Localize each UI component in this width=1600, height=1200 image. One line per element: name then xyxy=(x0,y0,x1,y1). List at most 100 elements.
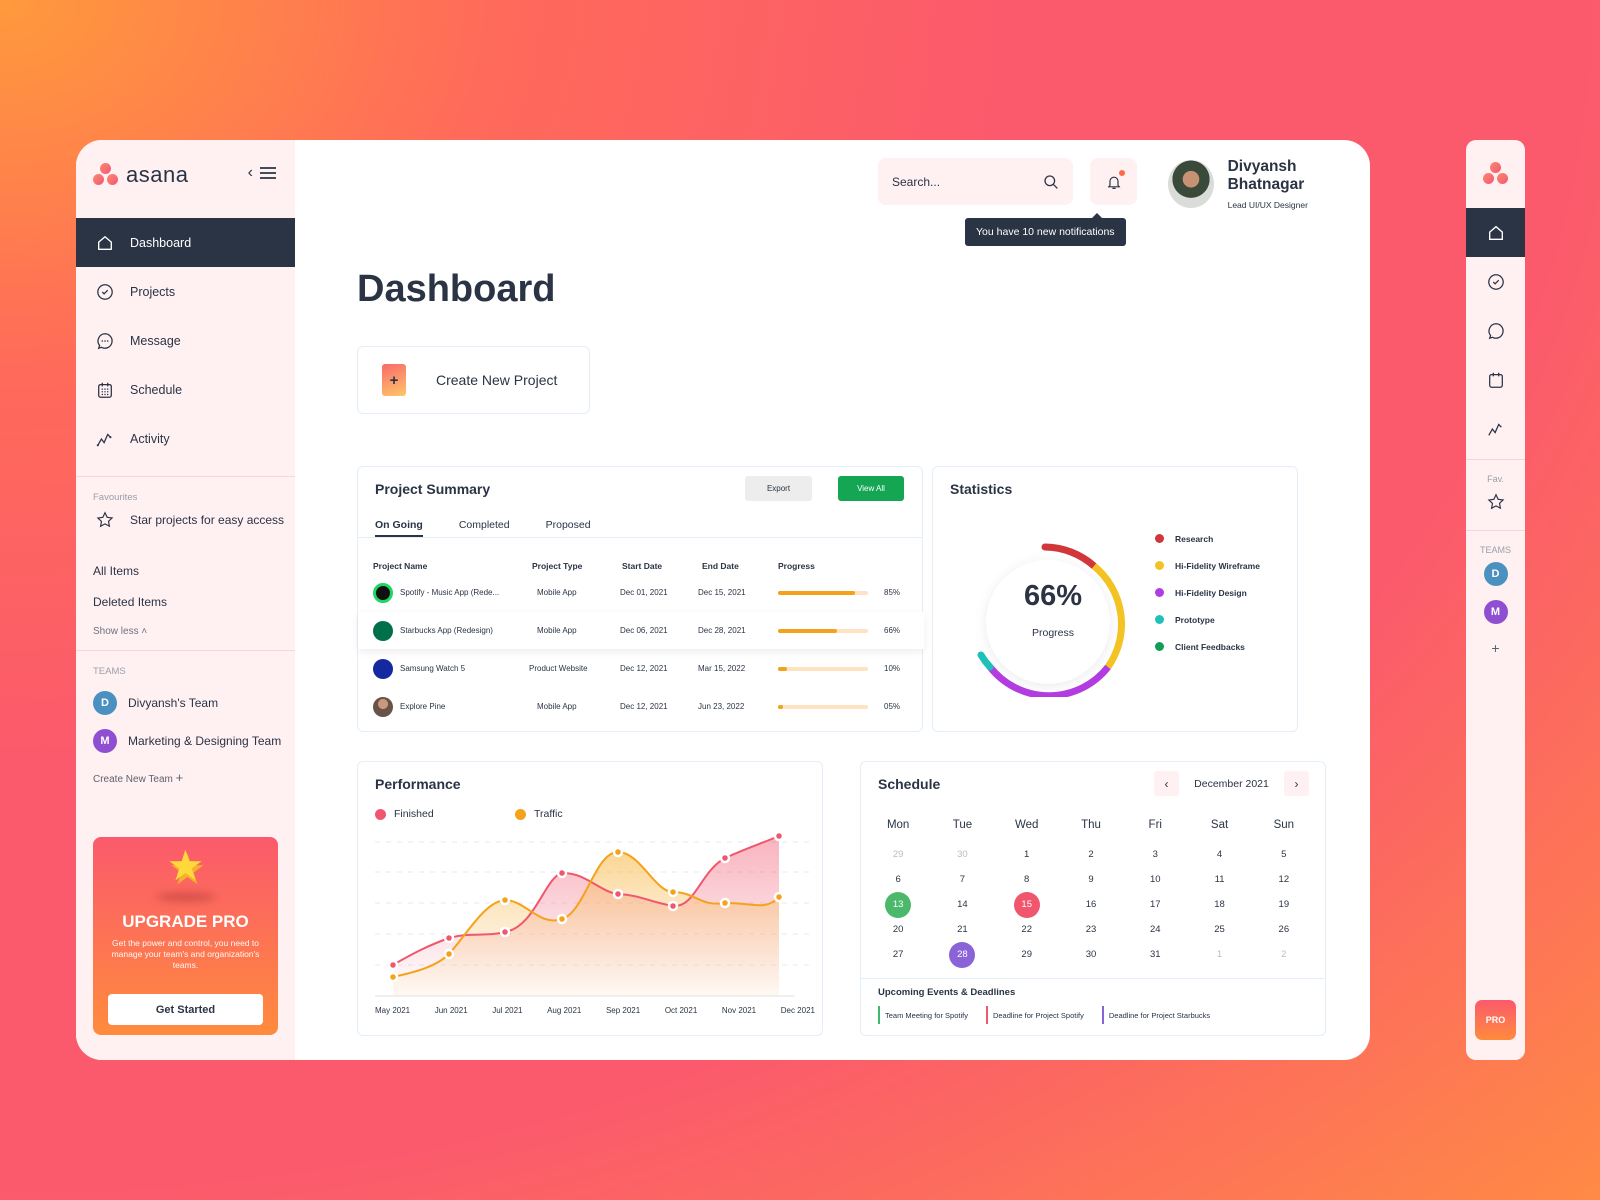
calendar-day[interactable]: 31 xyxy=(1149,949,1161,960)
calendar-day[interactable]: 25 xyxy=(1214,924,1225,935)
calendar-day-event[interactable]: 13 xyxy=(866,891,930,918)
progress-bar xyxy=(778,590,868,595)
user-profile[interactable]: Divyansh Bhatnagar Lead UI/UX Designer xyxy=(1168,158,1370,210)
team-item[interactable]: M Marketing & Designing Team xyxy=(93,729,281,753)
calendar-day[interactable]: 2 xyxy=(1281,949,1287,960)
calendar-day[interactable]: 3 xyxy=(1152,849,1158,860)
create-project-button[interactable]: + Create New Project xyxy=(357,346,590,414)
calendar-day[interactable]: 29 xyxy=(1021,949,1032,960)
add-team-plus-icon[interactable]: + xyxy=(1491,640,1500,656)
sidebar-item-projects[interactable]: Projects xyxy=(76,267,295,316)
menu-icon[interactable] xyxy=(259,166,277,180)
calendar-day-event[interactable]: 15 xyxy=(995,891,1059,918)
calendar-day[interactable]: 21 xyxy=(957,924,968,935)
asana-logo[interactable]: asana xyxy=(92,162,188,188)
show-less-toggle[interactable]: Show less ˄ xyxy=(93,626,147,637)
event-item[interactable]: Deadline for Project Starbucks xyxy=(1101,1006,1210,1024)
notification-tooltip: You have 10 new notifications xyxy=(965,213,1126,246)
mini-nav-schedule[interactable] xyxy=(1466,355,1525,404)
calendar-day[interactable]: 4 xyxy=(1216,849,1223,860)
statistics-card: Statistics 66% Progress Research Hi-Fide… xyxy=(932,466,1298,732)
calendar-day[interactable]: 23 xyxy=(1085,924,1097,935)
page-title: Dashboard xyxy=(357,268,556,310)
tab-completed[interactable]: Completed xyxy=(458,519,510,531)
calendar-day[interactable]: 9 xyxy=(1088,874,1094,885)
progress-value: 10% xyxy=(884,664,901,673)
pro-button[interactable]: PRO xyxy=(1475,1000,1516,1040)
calendar-day[interactable]: 16 xyxy=(1085,899,1097,910)
calendar-day[interactable]: 26 xyxy=(1278,924,1290,935)
avatar xyxy=(1168,160,1214,208)
team-item[interactable]: D Divyansh's Team xyxy=(93,691,218,715)
favourites-label: Favourites xyxy=(93,492,138,503)
search-icon[interactable] xyxy=(1043,174,1059,190)
calendar-day[interactable]: 17 xyxy=(1149,899,1161,910)
chevron-left-icon[interactable]: ‹ xyxy=(247,164,253,181)
tab-ongoing[interactable]: On Going xyxy=(375,519,423,537)
sidebar-item-activity[interactable]: Activity xyxy=(76,414,295,463)
calendar-day[interactable]: 6 xyxy=(895,874,901,885)
calendar-day[interactable]: 11 xyxy=(1214,874,1225,885)
calendar-day[interactable]: 1 xyxy=(1216,949,1223,960)
calendar-day[interactable]: 7 xyxy=(959,874,966,885)
mini-nav-dashboard[interactable] xyxy=(1466,208,1525,257)
event-item[interactable]: Team Meeting for Spotify xyxy=(878,1006,968,1024)
export-button[interactable]: Export xyxy=(745,476,812,501)
calendar-day[interactable]: 30 xyxy=(957,849,968,860)
table-row[interactable]: Spotify - Music App (Rede... Mobile App … xyxy=(358,574,922,611)
calendar-day[interactable]: 14 xyxy=(957,899,968,910)
asana-logo-icon[interactable] xyxy=(1466,140,1525,208)
get-started-button[interactable]: Get Started xyxy=(108,994,263,1025)
calendar-day[interactable]: 19 xyxy=(1278,899,1290,910)
calendar-day[interactable]: 20 xyxy=(892,924,904,935)
activity-icon xyxy=(1487,422,1502,436)
calendar-day[interactable]: 29 xyxy=(892,849,904,860)
create-team-button[interactable]: Create New Team + xyxy=(93,770,183,785)
view-all-button[interactable]: View All xyxy=(838,476,904,501)
sidebar-item-dashboard[interactable]: Dashboard xyxy=(76,218,295,267)
mini-favourites[interactable] xyxy=(1466,484,1525,520)
calendar-day[interactable]: 24 xyxy=(1149,924,1161,935)
mini-nav-activity[interactable] xyxy=(1466,404,1525,453)
project-name: Samsung Watch 5 xyxy=(400,664,466,673)
mini-nav-projects[interactable] xyxy=(1466,257,1525,306)
calendar-day[interactable]: 2 xyxy=(1088,849,1094,860)
event-item[interactable]: Deadline for Project Spotify xyxy=(985,1006,1084,1024)
prev-month-button[interactable]: ‹ xyxy=(1154,771,1179,796)
calendar-day[interactable]: 8 xyxy=(1024,874,1030,885)
user-name: Divyansh Bhatnagar xyxy=(1227,158,1305,193)
favourite-hint[interactable]: Star projects for easy access xyxy=(96,511,284,529)
start-date: Dec 12, 2021 xyxy=(620,702,668,711)
calendar-day[interactable]: 22 xyxy=(1021,924,1032,935)
all-items-link[interactable]: All Items xyxy=(93,564,140,578)
search-input[interactable]: Search... xyxy=(878,158,1073,205)
next-month-button[interactable]: › xyxy=(1284,771,1309,796)
sidebar-item-message[interactable]: Message xyxy=(76,316,295,365)
calendar-day[interactable]: 30 xyxy=(1085,949,1097,960)
sidebar-item-schedule[interactable]: Schedule xyxy=(76,365,295,414)
card-title: Project Summary xyxy=(375,481,491,497)
calendar-day[interactable]: 1 xyxy=(1024,849,1030,860)
calendar-day[interactable]: 27 xyxy=(892,949,904,960)
chat-icon xyxy=(1487,322,1504,339)
calendar-day[interactable]: 12 xyxy=(1278,874,1290,885)
progress-bar xyxy=(778,704,868,709)
calendar-day[interactable]: 5 xyxy=(1281,849,1287,860)
calendar-day[interactable]: 18 xyxy=(1214,899,1225,910)
table-row[interactable]: Samsung Watch 5 Product Website Dec 12, … xyxy=(358,650,922,687)
table-row[interactable]: Explore Pine Mobile App Dec 12, 2021 Jun… xyxy=(358,688,922,725)
notification-button[interactable] xyxy=(1090,158,1137,205)
column-header: Start Date xyxy=(622,561,663,571)
table-row[interactable]: Starbucks App (Redesign) Mobile App Dec … xyxy=(358,612,924,649)
tab-proposed[interactable]: Proposed xyxy=(545,519,591,531)
deleted-items-link[interactable]: Deleted Items xyxy=(93,595,168,609)
calendar-day[interactable]: 10 xyxy=(1149,874,1161,885)
chevron-up-icon: ˄ xyxy=(141,626,148,637)
plus-icon: + xyxy=(175,770,184,785)
column-header: Project Type xyxy=(532,561,583,571)
legend-item: Hi-Fidelity Wireframe xyxy=(1155,552,1260,579)
mini-team[interactable]: D xyxy=(1466,555,1525,593)
calendar-day-event[interactable]: 28 xyxy=(930,941,994,968)
mini-team[interactable]: M xyxy=(1466,593,1525,631)
mini-nav-message[interactable] xyxy=(1466,306,1525,355)
